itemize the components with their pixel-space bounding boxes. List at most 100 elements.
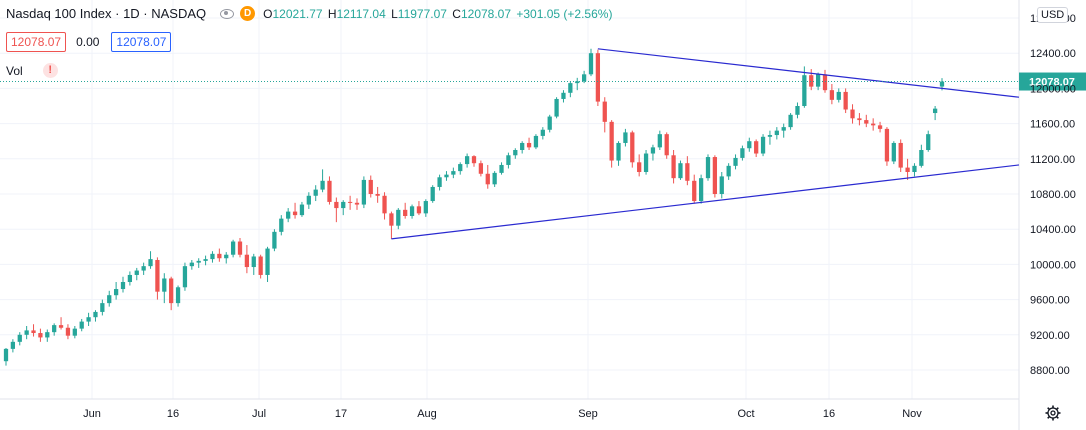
- candle-down: [58, 325, 64, 328]
- sell-button[interactable]: 12078.07: [6, 32, 67, 52]
- symbol-title[interactable]: Nasdaq 100 Index · 1D · NASDAQ: [6, 6, 207, 21]
- price-tick-label: 9200.00: [1030, 330, 1070, 342]
- candle-up: [141, 266, 146, 271]
- candle-up: [643, 153, 649, 172]
- candle-down: [829, 90, 835, 100]
- candle-up: [891, 142, 896, 162]
- candle-up: [86, 317, 91, 322]
- candle-up: [733, 157, 738, 166]
- candle-down: [905, 167, 910, 172]
- candle-down: [389, 213, 394, 226]
- last-price-line: 12078.07: [0, 72, 1086, 91]
- candle-up: [79, 321, 84, 329]
- price-tick-label: 10400.00: [1030, 224, 1076, 236]
- candle-down: [692, 180, 697, 202]
- price-tick-label: 8800.00: [1030, 365, 1070, 377]
- candle-up: [230, 241, 236, 255]
- candle-up: [10, 341, 16, 349]
- gear-icon[interactable]: [1045, 405, 1061, 421]
- candle-up: [113, 289, 119, 296]
- spread-value: 0.00: [76, 35, 100, 49]
- trendlines[interactable]: [391, 48, 1020, 240]
- candle-up: [341, 201, 346, 209]
- currency-button[interactable]: USD: [1037, 7, 1069, 23]
- candle-up: [148, 259, 153, 267]
- candle-up: [520, 142, 525, 150]
- candle-up: [299, 204, 305, 216]
- candle-up: [815, 74, 821, 87]
- candle-up: [740, 148, 745, 158]
- candle-down: [671, 155, 676, 179]
- candle-up: [919, 150, 924, 166]
- candle-up: [926, 134, 931, 150]
- symbol-legend: Nasdaq 100 Index · 1D · NASDAQ D O12021.…: [6, 6, 614, 21]
- candle-down: [382, 195, 387, 214]
- candle-up: [437, 177, 442, 187]
- candle-up: [52, 325, 57, 333]
- time-tick-label: Oct: [737, 408, 754, 420]
- candle-up: [836, 91, 841, 100]
- candle-down: [217, 253, 222, 259]
- candle-up: [279, 218, 284, 232]
- candle-down: [664, 134, 669, 156]
- candle-up: [747, 141, 752, 149]
- candle-up: [802, 75, 807, 106]
- candle-up: [430, 186, 435, 202]
- time-axis[interactable]: Jun 16 Jul 17 Aug Sep Oct 16 Nov: [83, 408, 922, 420]
- buy-button[interactable]: 12078.07: [111, 32, 172, 52]
- d-badge-icon[interactable]: D: [240, 6, 256, 21]
- candle-down: [712, 157, 718, 194]
- candle-up: [182, 266, 188, 288]
- candle-up: [175, 287, 181, 304]
- candle-up: [767, 135, 773, 137]
- candle-up: [210, 253, 215, 260]
- candle-down: [244, 254, 250, 268]
- last-price-tag: [1019, 72, 1086, 91]
- candle-up: [286, 211, 291, 219]
- time-tick-label: 16: [167, 408, 179, 420]
- candle-up: [726, 165, 731, 177]
- open-value: 12021.77: [272, 6, 323, 21]
- support-trendline[interactable]: [391, 164, 1020, 240]
- candle-up: [506, 155, 511, 165]
- candle-up: [100, 303, 105, 312]
- candle-up: [568, 83, 573, 93]
- price-axis[interactable]: 8800.00 9200.00 9600.00 10000.00 10400.00 108…: [1030, 13, 1076, 377]
- candle-down: [471, 156, 477, 164]
- resistance-trendline[interactable]: [597, 48, 1020, 98]
- warning-icon[interactable]: !: [42, 63, 58, 78]
- candle-down: [809, 75, 814, 87]
- candle-up: [788, 114, 793, 128]
- candle-up: [912, 165, 917, 172]
- volume-row: Vol !: [6, 63, 58, 78]
- candle-down: [877, 125, 883, 129]
- eye-icon[interactable]: [220, 8, 235, 19]
- volume-label[interactable]: Vol: [6, 63, 23, 78]
- high-value: 12117.04: [336, 6, 386, 21]
- candle-up: [939, 81, 945, 87]
- time-tick-label: Nov: [902, 408, 922, 420]
- grid-lines: [0, 0, 1019, 399]
- candle-up: [616, 142, 621, 161]
- time-tick-label: Sep: [578, 408, 598, 420]
- price-tick-label: 9600.00: [1030, 295, 1070, 307]
- candle-up: [444, 174, 449, 178]
- price-tick-label: 12400.00: [1030, 48, 1076, 60]
- candle-up: [396, 209, 401, 226]
- candle-up: [581, 74, 587, 82]
- candle-down: [685, 163, 690, 181]
- candle-up: [657, 134, 662, 148]
- candle-up: [464, 156, 470, 165]
- candle-up: [107, 295, 112, 304]
- candle-up: [781, 127, 786, 131]
- candle-up: [719, 176, 724, 194]
- trade-row: 12078.07 0.00 12078.07: [6, 32, 172, 52]
- candle-up: [513, 150, 518, 156]
- candles: [3, 48, 945, 366]
- candle-down: [327, 180, 332, 202]
- candle-up: [451, 171, 456, 175]
- candle-down: [292, 211, 298, 216]
- candle-up: [561, 92, 566, 99]
- price-tick-label: 10800.00: [1030, 189, 1076, 201]
